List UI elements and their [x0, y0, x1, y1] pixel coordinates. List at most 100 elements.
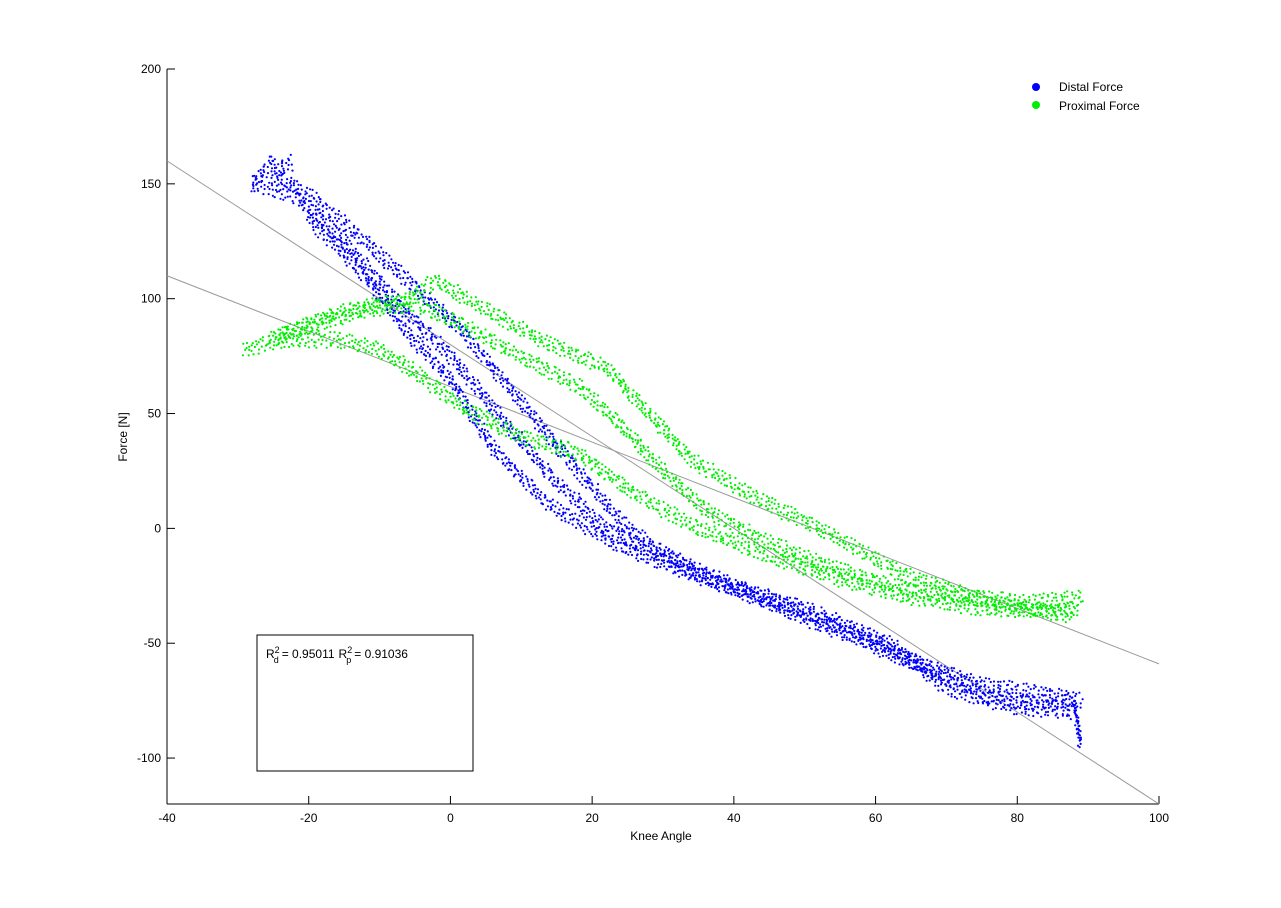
data-point [1073, 700, 1076, 703]
data-point [418, 347, 421, 350]
data-point [1021, 699, 1024, 703]
data-point [617, 510, 620, 513]
data-point [488, 334, 491, 337]
data-point [849, 627, 853, 630]
data-point [688, 528, 692, 531]
data-point [644, 531, 647, 534]
data-point [511, 399, 515, 402]
data-point [410, 305, 413, 308]
data-point [400, 307, 403, 310]
data-point [457, 392, 460, 395]
data-point [905, 599, 908, 603]
data-point [601, 468, 604, 471]
data-point [413, 344, 416, 347]
data-point [371, 271, 374, 274]
data-point [398, 361, 401, 364]
data-point [680, 482, 683, 485]
data-point [503, 311, 506, 314]
data-point [766, 555, 769, 559]
data-point [628, 433, 631, 436]
data-point [1020, 711, 1024, 714]
data-point [1000, 603, 1003, 606]
data-point [615, 479, 618, 482]
data-point [578, 524, 582, 527]
data-point [618, 372, 621, 376]
data-point [494, 343, 497, 346]
data-point [695, 532, 698, 535]
data-point [397, 357, 400, 360]
data-point [887, 653, 890, 656]
data-point [412, 302, 415, 305]
data-point [796, 613, 799, 616]
data-point [696, 580, 699, 583]
data-point [537, 438, 540, 441]
data-point [602, 414, 605, 417]
data-point [296, 326, 300, 329]
data-point [646, 535, 649, 538]
data-point [402, 355, 405, 358]
data-point [594, 518, 597, 522]
data-point [1060, 593, 1063, 597]
data-point [872, 629, 876, 632]
data-point [325, 207, 328, 210]
data-point [478, 382, 481, 385]
data-point [447, 399, 450, 402]
data-point [752, 555, 756, 559]
data-point [289, 186, 292, 189]
data-point [745, 587, 749, 590]
data-point [559, 447, 563, 450]
data-point [789, 617, 792, 621]
data-point [506, 377, 509, 380]
data-point [625, 544, 628, 547]
data-point [1022, 682, 1025, 685]
data-point [321, 209, 324, 213]
data-point [836, 579, 839, 582]
data-point [775, 610, 778, 613]
data-point [629, 550, 632, 554]
data-point [544, 433, 547, 436]
data-point [698, 573, 701, 576]
data-point [979, 680, 982, 683]
data-point [1018, 596, 1021, 599]
data-point [763, 593, 767, 596]
data-point [990, 700, 993, 703]
data-point [889, 652, 892, 655]
data-point [767, 588, 770, 591]
data-point [340, 243, 343, 246]
data-point [382, 344, 385, 347]
data-point [674, 512, 677, 515]
data-point [456, 284, 460, 287]
data-point [323, 333, 326, 336]
data-point [554, 505, 557, 508]
data-point [740, 541, 743, 545]
data-point [504, 343, 507, 346]
data-point [742, 525, 745, 528]
data-point [441, 312, 444, 315]
data-point [612, 507, 616, 510]
data-point [524, 364, 527, 367]
data-point [768, 596, 771, 599]
data-point [343, 342, 346, 345]
data-point [998, 601, 1002, 604]
data-point [387, 284, 391, 287]
data-point [547, 469, 550, 472]
data-point [711, 535, 714, 538]
data-point [331, 341, 334, 344]
data-point [458, 320, 461, 323]
data-point [832, 624, 835, 627]
data-point [756, 557, 759, 560]
data-point [431, 333, 434, 336]
data-point [507, 434, 510, 437]
data-point [897, 578, 900, 581]
data-point [537, 430, 541, 433]
data-point [480, 360, 483, 363]
data-point [467, 413, 470, 416]
data-point [506, 387, 509, 390]
data-point [689, 488, 693, 491]
data-point [299, 342, 302, 345]
data-point [654, 467, 657, 470]
data-point [322, 238, 325, 241]
data-point [526, 439, 529, 442]
data-point [675, 476, 678, 479]
data-point [508, 391, 511, 394]
